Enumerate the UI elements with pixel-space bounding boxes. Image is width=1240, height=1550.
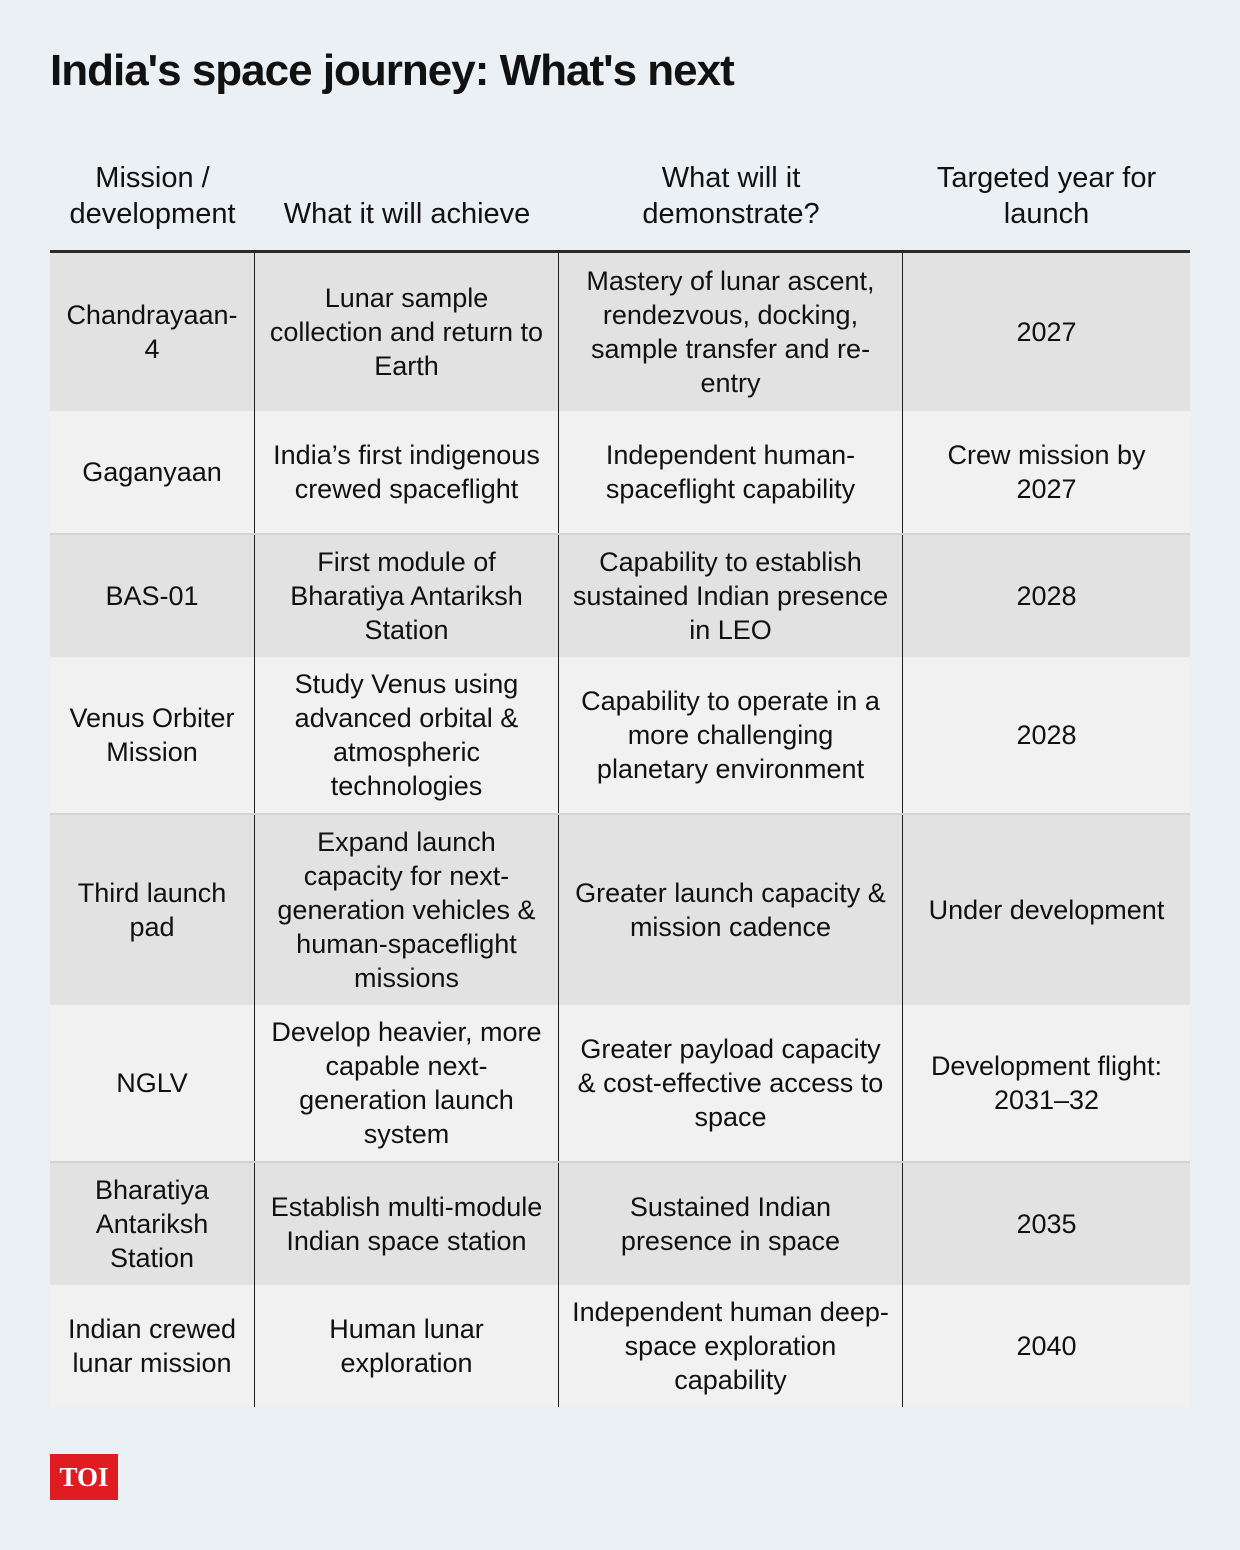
missions-table: Mission / development What it will achie… — [50, 150, 1190, 1407]
table-row: Bharatiya Antariksh Station Establish mu… — [50, 1163, 1190, 1285]
cell-mission: Third launch pad — [50, 815, 255, 1005]
cell-demonstrate: Mastery of lunar ascent, rendezvous, doc… — [559, 253, 903, 411]
cell-mission: Bharatiya Antariksh Station — [50, 1163, 255, 1285]
cell-demonstrate: Sustained Indian presence in space — [559, 1163, 903, 1285]
header-achieve: What it will achieve — [283, 198, 531, 230]
cell-demonstrate: Capability to establish sustained Indian… — [559, 535, 903, 657]
toi-logo: TOI — [50, 1454, 118, 1500]
cell-year: Development flight: 2031–32 — [930, 1051, 1163, 1115]
cell-year: Under development — [928, 895, 1165, 925]
cell-year: 2035 — [1016, 1209, 1077, 1239]
table-row: Chandrayaan-4 Lunar sample collection an… — [50, 253, 1190, 411]
cell-achieve: Lunar sample collection and return to Ea… — [255, 253, 559, 411]
cell-year: 2028 — [1016, 581, 1077, 611]
cell-year: 2027 — [1016, 317, 1077, 347]
cell-mission: NGLV — [50, 1005, 255, 1161]
row-divider — [50, 533, 1190, 535]
cell-mission: Venus Orbiter Mission — [50, 657, 255, 813]
header-year: Targeted year for launch — [936, 162, 1157, 230]
cell-mission: BAS-01 — [50, 535, 255, 657]
table-row: Third launch pad Expand launch capacity … — [50, 815, 1190, 1005]
cell-mission: Chandrayaan-4 — [50, 253, 255, 411]
cell-demonstrate: Independent human deep-space exploration… — [559, 1285, 903, 1407]
cell-achieve: First module of Bharatiya Antariksh Stat… — [255, 535, 559, 657]
table-row: Indian crewed lunar mission Human lunar … — [50, 1285, 1190, 1407]
table-row: BAS-01 First module of Bharatiya Antarik… — [50, 535, 1190, 657]
cell-achieve: Human lunar exploration — [255, 1285, 559, 1407]
table-row: NGLV Develop heavier, more capable next-… — [50, 1005, 1190, 1161]
cell-demonstrate: Capability to operate in a more challeng… — [559, 657, 903, 813]
cell-mission: Indian crewed lunar mission — [50, 1285, 255, 1407]
cell-achieve: Develop heavier, more capable next-gener… — [255, 1005, 559, 1161]
page-title: India's space journey: What's next — [50, 46, 735, 95]
row-divider — [50, 1161, 1190, 1163]
cell-demonstrate: Independent human-spaceflight capability — [559, 411, 903, 533]
cell-achieve: Study Venus using advanced orbital & atm… — [255, 657, 559, 813]
table-row: Gaganyaan India’s first indigenous crewe… — [50, 411, 1190, 533]
cell-year: Crew mission by 2027 — [947, 440, 1146, 504]
table-header-row: Mission / development What it will achie… — [50, 150, 1190, 253]
header-demonstrate: What will it demonstrate? — [642, 162, 820, 230]
cell-year: 2040 — [1016, 1331, 1077, 1361]
header-mission: Mission / development — [69, 162, 236, 230]
row-divider — [50, 813, 1190, 815]
cell-year: 2028 — [1016, 720, 1077, 750]
cell-mission: Gaganyaan — [50, 411, 255, 533]
table-row: Venus Orbiter Mission Study Venus using … — [50, 657, 1190, 813]
cell-demonstrate: Greater launch capacity & mission cadenc… — [559, 815, 903, 1005]
cell-demonstrate: Greater payload capacity & cost-effectiv… — [559, 1005, 903, 1161]
cell-achieve: India’s first indigenous crewed spacefli… — [255, 411, 559, 533]
cell-achieve: Expand launch capacity for next-generati… — [255, 815, 559, 1005]
cell-achieve: Establish multi-module Indian space stat… — [255, 1163, 559, 1285]
